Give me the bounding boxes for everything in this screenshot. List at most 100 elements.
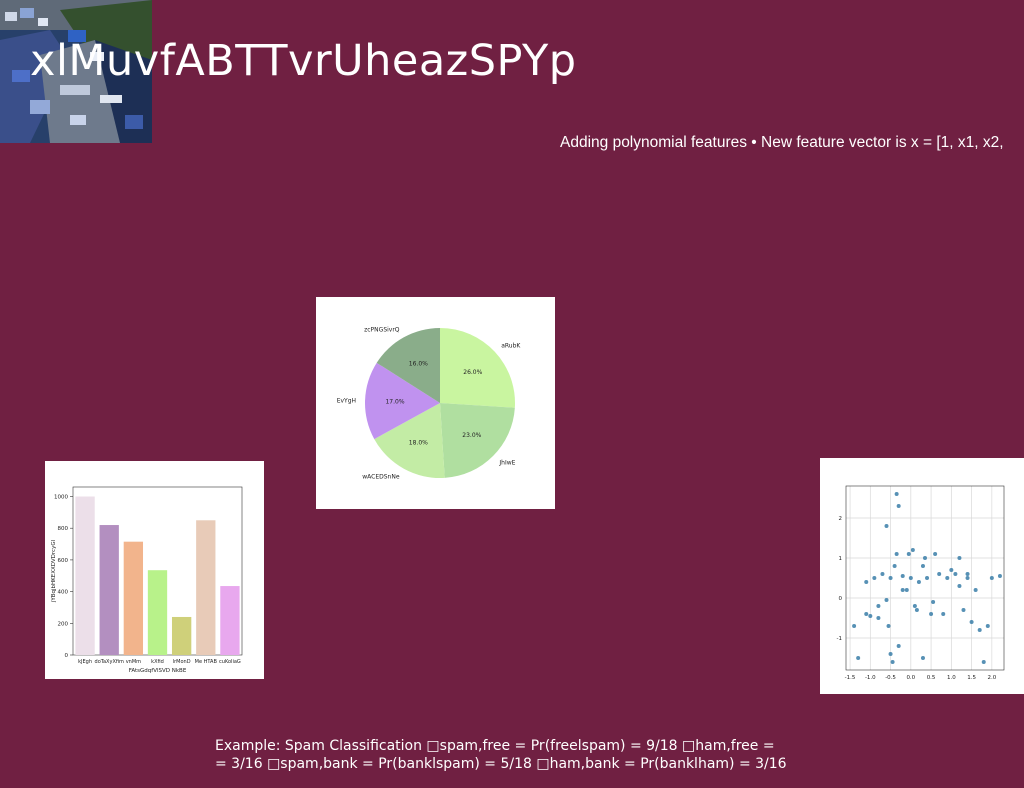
scatter-point (896, 504, 901, 508)
pie-category-label: EvYgH (337, 397, 356, 404)
scatter-point (920, 564, 925, 568)
pie-category-label: wACEDSnNe (362, 474, 400, 481)
scatter-point (880, 572, 885, 576)
pie-slice (440, 328, 515, 408)
scatter-point (931, 600, 936, 604)
scatter-point (977, 628, 982, 632)
scatter-point (910, 548, 915, 552)
bar (123, 541, 144, 655)
caption: Example: Spam Classification □spam,free … (215, 737, 795, 773)
scatter-point (884, 524, 889, 528)
scatter-point (868, 614, 873, 618)
scatter-point (937, 572, 942, 576)
scatter-point (892, 564, 897, 568)
scatter-point (945, 576, 950, 580)
x-tick-label: -1.0 (865, 675, 876, 681)
scatter-point (989, 576, 994, 580)
x-tick-label: Me HTAB (195, 659, 218, 665)
y-tick-label: 600 (58, 558, 69, 564)
scatter-point (969, 620, 974, 624)
scatter-chart-panel: -1.5 -1.0 -0.5 0.0 0.5 1.0 1.5 2.0 -1 0 1 2 (820, 458, 1024, 694)
scatter-point (997, 574, 1002, 578)
bar (99, 525, 119, 655)
slide-title: xlMuvfABTTvrUheazSPYp (30, 36, 577, 86)
bar (75, 496, 95, 655)
scatter-point (888, 576, 893, 580)
slide-subtitle: Adding polynomial features • New feature… (560, 134, 1004, 151)
scatter-point (906, 552, 911, 556)
bar (147, 570, 168, 655)
x-tick-label: -1.5 (845, 675, 856, 681)
scatter-point (953, 572, 958, 576)
scatter-point (864, 580, 869, 584)
pie-slice (440, 403, 515, 478)
scatter-point (914, 608, 919, 612)
pie-slice (365, 362, 440, 440)
scatter-point (961, 608, 966, 612)
x-tick-label: 2.0 (987, 675, 996, 681)
x-tick-label: cuKoliaG (219, 659, 241, 665)
bar-chart-panel: 0 200 400 600 800 1000 kJEgh doTaXyXfim vnMm kXfi… (45, 461, 264, 679)
scatter-point (949, 568, 954, 572)
scatter-point (872, 576, 877, 580)
x-tick-label: lrMonD (173, 659, 191, 665)
scatter-point (965, 572, 970, 576)
y-tick-label: 0 (65, 653, 69, 659)
pie-chart: 26.0% aRubK 23.0% JhIwE 18.0% wACEDSnNe 17.0% E… (337, 326, 522, 481)
y-tick-label: 1 (839, 556, 843, 562)
pie-percent-label: 18.0% (409, 439, 428, 446)
bar (196, 520, 216, 655)
y-tick-label: -1 (837, 636, 842, 642)
scatter-point (886, 624, 891, 628)
scatter-point (957, 584, 962, 588)
pie-chart-panel: 26.0% aRubK 23.0% JhIwE 18.0% wACEDSnNe 17.0% E… (316, 297, 555, 509)
caption-line-1: Example: Spam Classification □spam,free … (215, 738, 775, 754)
scatter-point (894, 492, 899, 496)
scatter-point (888, 652, 893, 656)
harbor-photo (0, 0, 152, 143)
scatter-point (925, 576, 930, 580)
pie-percent-label: 23.0% (462, 432, 481, 439)
scatter-point (957, 556, 962, 560)
scatter-point (876, 616, 881, 620)
x-axis-label: FAtsGdqfVlSVD NkBE (129, 668, 187, 674)
scatter-plot-frame (845, 485, 1005, 671)
scatter-point (981, 660, 986, 664)
x-tick-label: kXfid (151, 659, 164, 665)
scatter-chart: -1.5 -1.0 -0.5 0.0 0.5 1.0 1.5 2.0 -1 0 1 2 (837, 485, 1005, 681)
y-axis-label: jYBqjbHKEXXDVDrcyGl (51, 539, 57, 603)
scatter-point (852, 624, 857, 628)
pie-percent-label: 17.0% (385, 399, 404, 406)
y-tick-label: 0 (839, 596, 843, 602)
pie-slice (376, 328, 440, 403)
y-tick-label: 800 (58, 526, 69, 532)
x-tick-label: -0.5 (885, 675, 896, 681)
scatter-point (920, 656, 925, 660)
scatter-point (923, 556, 927, 560)
scatter-point (884, 598, 889, 602)
y-tick-label: 200 (58, 621, 69, 627)
scatter-point (894, 552, 899, 556)
scatter-point (896, 644, 901, 648)
scatter-point (876, 604, 881, 608)
scatter-point (941, 612, 946, 616)
y-tick-label: 400 (58, 590, 69, 596)
scatter-point (890, 660, 895, 664)
scatter-point (973, 588, 978, 592)
x-tick-label: doTaXyXfim (95, 659, 124, 665)
scatter-point (929, 612, 934, 616)
bar (171, 616, 192, 655)
x-tick-label: 1.5 (967, 675, 976, 681)
bar-chart: 0 200 400 600 800 1000 kJEgh doTaXyXfim vnMm kXfi… (51, 486, 243, 674)
pie-category-label: zcPNGSivrQ (364, 326, 400, 333)
scatter-point (856, 656, 861, 660)
caption-line-2: = 3/16 □spam,bank = Pr(banklspam) = 5/18… (215, 756, 787, 772)
scatter-point (900, 588, 905, 592)
scatter-point (916, 580, 921, 584)
scatter-point (904, 588, 909, 592)
scatter-point (912, 604, 917, 608)
scatter-point (908, 576, 913, 580)
scatter-point (900, 574, 905, 578)
scatter-point (933, 552, 938, 556)
pie-percent-label: 16.0% (409, 361, 428, 368)
